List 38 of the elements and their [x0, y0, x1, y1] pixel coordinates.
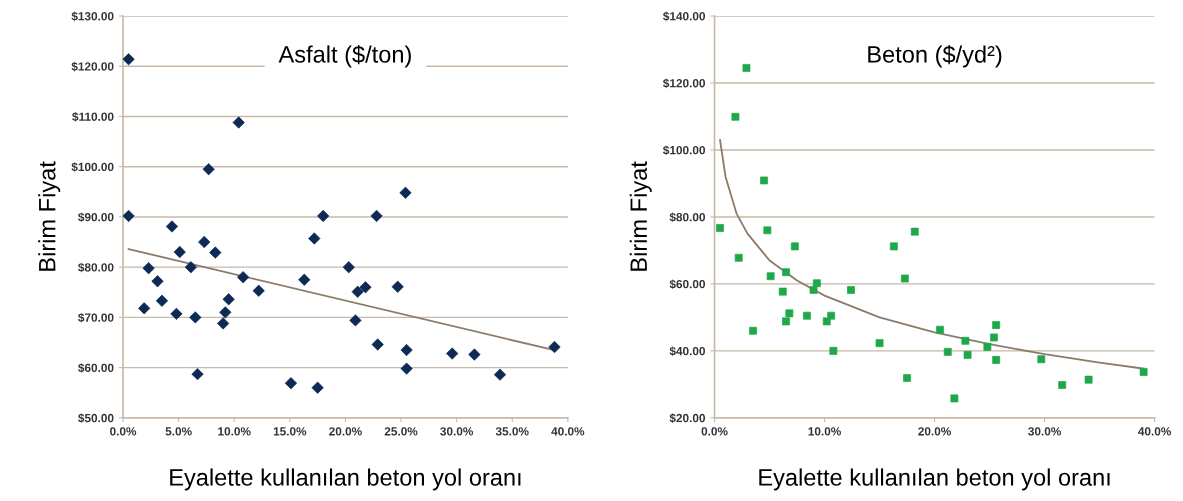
- y-tick-label: $100.00: [662, 145, 706, 156]
- x-tick-label: 0.0%: [110, 427, 137, 436]
- y-tick-label: $80.00: [78, 262, 114, 273]
- x-tick-label: 20.0%: [918, 427, 951, 436]
- x-axis-title: Eyalette kullanılan beton yol oranı: [170, 468, 521, 491]
- x-tick-label: 25.0%: [384, 427, 418, 436]
- x-tick-label: 30.0%: [440, 427, 474, 436]
- y-tick-label: $100.00: [71, 162, 114, 172]
- y-axis-title: Birim Fiyat: [38, 161, 61, 271]
- y-tick-label: $110.00: [72, 112, 114, 122]
- x-tick-label: 40.0%: [1138, 427, 1172, 436]
- x-tick-label: 10.0%: [218, 427, 251, 436]
- y-tick-label: $50.00: [78, 413, 114, 423]
- y-tick-label: $40.00: [669, 346, 706, 357]
- y-tick-label: $130.00: [71, 11, 114, 22]
- y-tick-label: $120.00: [662, 78, 706, 89]
- y-tick-label: $60.00: [669, 279, 706, 290]
- point: [400, 343, 413, 357]
- y-tick-label: $120.00: [71, 61, 114, 72]
- point: [191, 368, 204, 381]
- x-axis-title: Eyalette kullanılan beton yol oranı: [759, 468, 1110, 491]
- x-tick-label: 40.0%: [551, 427, 585, 436]
- x-tick-label: 0.0%: [701, 427, 728, 436]
- text: Beton ($/yd²): [868, 45, 1002, 68]
- x-tick-label: 30.0%: [1028, 427, 1062, 436]
- y-tick-label: $70.00: [78, 312, 114, 323]
- x-tick-label: 5.0%: [165, 427, 192, 436]
- y-tick-label: $140.00: [662, 11, 706, 22]
- x-tick-label: 35.0%: [495, 427, 529, 436]
- x-tick-label: 20.0%: [329, 427, 362, 436]
- x-tick-label: 10.0%: [808, 427, 841, 436]
- x-tick-label: 15.0%: [273, 427, 307, 436]
- y-tick-label: $80.00: [669, 212, 706, 223]
- y-tick-label: $90.00: [78, 212, 114, 223]
- y-axis-title: Birim Fiyat: [629, 161, 652, 271]
- text: Asfalt ($/ton): [278, 45, 411, 68]
- y-tick-label: $20.00: [669, 413, 706, 423]
- y-tick-label: $60.00: [78, 363, 114, 373]
